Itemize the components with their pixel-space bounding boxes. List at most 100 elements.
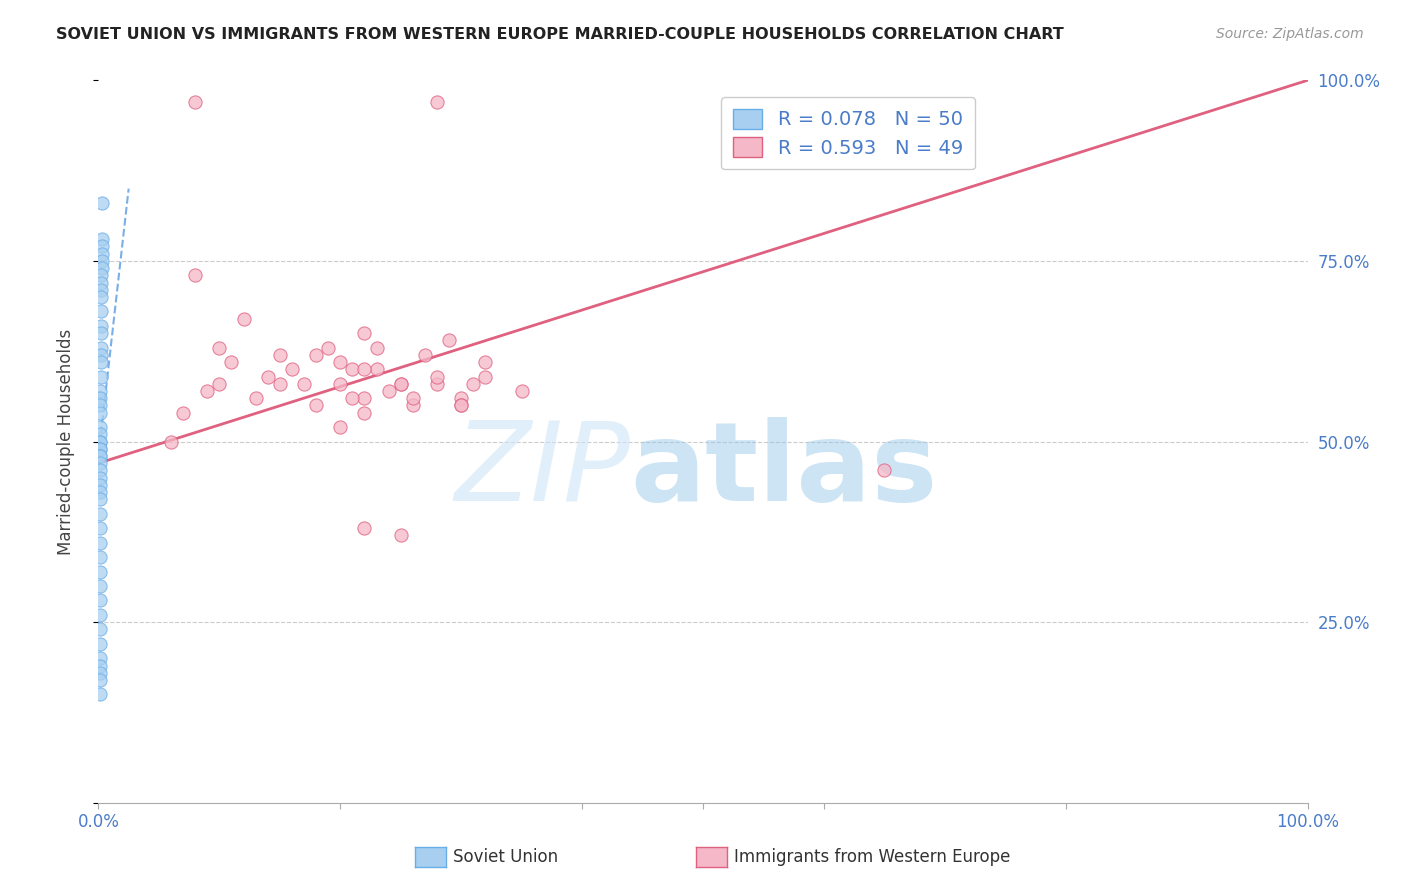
Point <box>172 406 194 420</box>
Point <box>90 326 112 340</box>
Point <box>450 398 472 412</box>
Point <box>89 420 111 434</box>
Point <box>342 391 364 405</box>
Point <box>90 369 112 384</box>
Point <box>89 492 111 507</box>
Point <box>89 398 111 412</box>
Point <box>90 355 112 369</box>
Point <box>245 391 267 405</box>
Point <box>305 348 328 362</box>
Point <box>89 658 111 673</box>
Text: Soviet Union: Soviet Union <box>453 848 558 866</box>
Point <box>89 470 111 484</box>
Point <box>316 341 339 355</box>
Point <box>89 593 111 607</box>
Point <box>208 376 231 391</box>
Point <box>89 434 111 449</box>
Point <box>89 550 111 565</box>
Point <box>90 276 112 290</box>
Point <box>269 348 291 362</box>
Point <box>232 311 254 326</box>
Point <box>402 391 425 405</box>
Point <box>89 434 111 449</box>
Point <box>342 362 364 376</box>
Point <box>91 253 114 268</box>
Text: atlas: atlas <box>630 417 938 524</box>
Point <box>89 427 111 442</box>
Point <box>450 391 472 405</box>
Point <box>89 485 111 500</box>
Point <box>91 239 114 253</box>
Point <box>873 463 896 477</box>
Point <box>91 232 114 246</box>
Point <box>353 391 375 405</box>
Point <box>353 406 375 420</box>
Y-axis label: Married-couple Households: Married-couple Households <box>56 328 75 555</box>
Point <box>89 521 111 535</box>
Point <box>195 384 218 398</box>
Point <box>89 565 111 579</box>
Point <box>329 420 352 434</box>
Point <box>353 521 375 535</box>
Point <box>89 406 111 420</box>
Point <box>366 362 388 376</box>
Point <box>89 579 111 593</box>
Point <box>90 304 112 318</box>
Point <box>377 384 399 398</box>
Point <box>426 376 449 391</box>
Text: Immigrants from Western Europe: Immigrants from Western Europe <box>734 848 1011 866</box>
Point <box>90 268 112 283</box>
Legend: R = 0.078   N = 50, R = 0.593   N = 49: R = 0.078 N = 50, R = 0.593 N = 49 <box>721 97 974 169</box>
Point <box>305 398 328 412</box>
Point <box>89 384 111 398</box>
Point <box>91 196 114 211</box>
Point <box>208 341 231 355</box>
Point <box>89 456 111 470</box>
Point <box>269 376 291 391</box>
Point <box>437 334 460 348</box>
Point <box>353 362 375 376</box>
Point <box>474 369 496 384</box>
Point <box>292 376 315 391</box>
Point <box>89 442 111 456</box>
Point <box>89 651 111 665</box>
Point <box>89 607 111 622</box>
Point <box>184 95 207 109</box>
Point <box>90 348 112 362</box>
Point <box>221 355 243 369</box>
Point <box>90 318 112 333</box>
Point <box>389 528 412 542</box>
Point <box>89 463 111 477</box>
Point <box>256 369 278 384</box>
Point <box>184 268 207 283</box>
Point <box>413 348 436 362</box>
Point <box>426 369 449 384</box>
Point <box>329 376 352 391</box>
Point <box>90 290 112 304</box>
Point <box>90 341 112 355</box>
Point <box>89 673 111 687</box>
Point <box>160 434 183 449</box>
Point <box>91 246 114 260</box>
Point <box>89 535 111 549</box>
Point <box>366 341 388 355</box>
Text: SOVIET UNION VS IMMIGRANTS FROM WESTERN EUROPE MARRIED-COUPLE HOUSEHOLDS CORRELA: SOVIET UNION VS IMMIGRANTS FROM WESTERN … <box>56 27 1064 42</box>
Point <box>89 391 111 405</box>
Point <box>89 687 111 701</box>
Point <box>389 376 412 391</box>
Point <box>329 355 352 369</box>
Point <box>474 355 496 369</box>
Text: ZIP: ZIP <box>454 417 630 524</box>
Point <box>426 95 449 109</box>
Point <box>89 637 111 651</box>
Point <box>89 665 111 680</box>
Text: Source: ZipAtlas.com: Source: ZipAtlas.com <box>1216 27 1364 41</box>
Point <box>450 398 472 412</box>
Point <box>89 478 111 492</box>
Point <box>90 283 112 297</box>
Point <box>402 398 425 412</box>
Point <box>353 326 375 340</box>
Point <box>89 507 111 521</box>
Point <box>89 623 111 637</box>
Point <box>281 362 304 376</box>
